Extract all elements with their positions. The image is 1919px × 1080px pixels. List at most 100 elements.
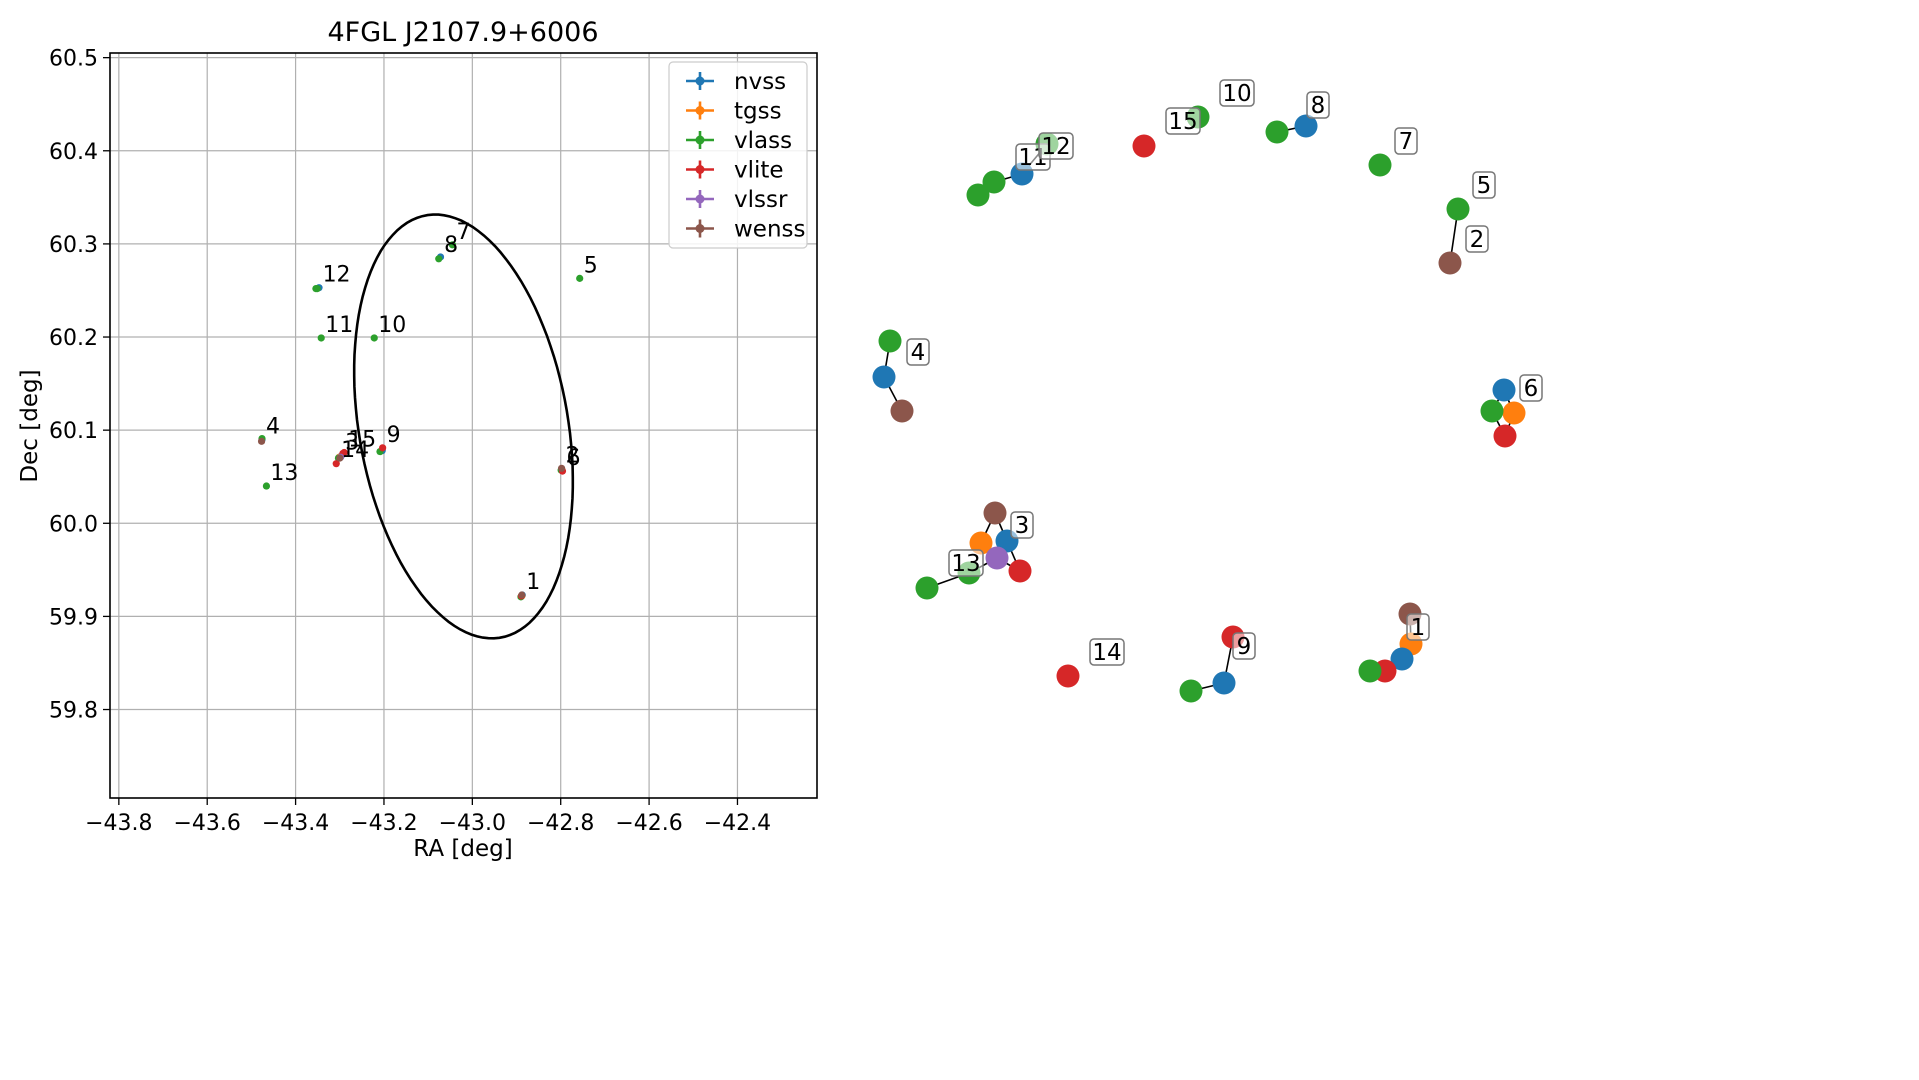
- legend-marker-wenss: [695, 224, 705, 233]
- sky-plot: 4FGL J2107.9+6006 123456789101112131415 …: [17, 17, 818, 862]
- graph-node: [966, 183, 990, 207]
- box-label: 4: [911, 340, 926, 366]
- box-label-frame: [1010, 511, 1034, 539]
- source-label: 13: [270, 461, 298, 486]
- point-vlite: [332, 460, 340, 468]
- x-tick-label: −42.6: [615, 811, 682, 836]
- x-tick-label: −43.2: [350, 811, 417, 836]
- box-label-frame: [1519, 374, 1543, 402]
- graph-node: [969, 531, 993, 555]
- graph-node: [1212, 671, 1236, 695]
- x-tick-label: −42.4: [704, 811, 771, 836]
- y-tick-label: 60.5: [49, 47, 98, 72]
- box-label: 9: [1237, 634, 1252, 660]
- legend-label-vlass: vlass: [734, 128, 792, 154]
- point-vlass: [435, 255, 443, 263]
- source-label: 2: [566, 443, 580, 468]
- point-vlass: [312, 285, 320, 293]
- source-label: 12: [323, 263, 351, 288]
- y-tick-label: 60.0: [49, 512, 98, 537]
- box-label: 10: [1222, 81, 1251, 107]
- graph-node: [1179, 679, 1203, 703]
- graph-node: [872, 365, 896, 389]
- point-vlass: [317, 334, 325, 342]
- source-label: 15: [348, 428, 376, 453]
- graph-node: [1493, 424, 1517, 448]
- box-label: 14: [1092, 640, 1121, 666]
- point-wenss: [557, 464, 566, 472]
- legend-marker-tgss: [695, 106, 705, 115]
- ticks-layer: −43.8 −43.6 −43.4 −43.2 −43.0 −42.8 −42.6 −42.4…: [49, 47, 771, 836]
- source-label: 5: [584, 253, 598, 278]
- x-tick-label: −43.0: [439, 811, 506, 836]
- legend-label-vlite: vlite: [734, 158, 784, 184]
- graph-node: [1480, 399, 1504, 423]
- y-axis-title: Dec [deg]: [17, 369, 43, 482]
- graph-node: [1502, 401, 1526, 425]
- box-label: 13: [951, 551, 980, 577]
- box-label: 7: [1399, 129, 1414, 155]
- graph-node: [878, 329, 902, 353]
- graph-node: [1492, 378, 1516, 402]
- box-label-frame: [1465, 225, 1489, 253]
- x-axis-title: RA [deg]: [413, 836, 512, 862]
- source-label: 9: [387, 423, 401, 448]
- box-label: 5: [1477, 173, 1492, 199]
- legend-label-nvss: nvss: [734, 69, 786, 95]
- source-label: 8: [444, 233, 458, 258]
- x-tick-label: −43.6: [174, 811, 241, 836]
- box-label-frame: [1165, 107, 1201, 135]
- y-tick-label: 60.4: [49, 140, 98, 165]
- point-vlass: [262, 482, 271, 490]
- nodes-layer: [872, 105, 1526, 703]
- graph-node: [1368, 153, 1392, 177]
- box-label: 12: [1041, 134, 1070, 160]
- box-label-frame: [1089, 638, 1125, 666]
- box-label: 8: [1311, 93, 1326, 119]
- graph-node: [1265, 120, 1289, 144]
- point-vlite: [379, 444, 387, 452]
- legend-label-tgss: tgss: [734, 99, 782, 125]
- x-tick-label: −42.8: [527, 811, 594, 836]
- y-tick-label: 59.9: [49, 605, 98, 630]
- graph-node: [1390, 647, 1414, 671]
- box-label: 1: [1411, 615, 1426, 641]
- box-label: 3: [1015, 513, 1030, 539]
- legend-label-vlssr: vlssr: [734, 187, 788, 213]
- point-wenss: [518, 591, 526, 599]
- plot-title: 4FGL J2107.9+6006: [327, 17, 598, 48]
- graph-node: [915, 576, 939, 600]
- source-label: 10: [378, 313, 406, 338]
- legend-marker-vlssr: [695, 194, 705, 204]
- edges-layer: [883, 125, 1515, 692]
- graph-node: [983, 501, 1007, 525]
- graph-node: [1056, 664, 1080, 688]
- x-tick-label: −43.8: [85, 811, 152, 836]
- box-label-frame: [1219, 79, 1255, 107]
- box-label-frame: [1394, 127, 1418, 155]
- box-label-frame: [1406, 613, 1430, 641]
- graph-node: [1294, 114, 1318, 138]
- error-ellipse: [352, 213, 575, 640]
- source-label: 6: [566, 446, 580, 471]
- box-label-frame: [1306, 91, 1330, 119]
- error-ellipse-layer: [352, 213, 575, 640]
- source-label: 4: [266, 414, 280, 439]
- legend: nvss tgss vlass vlite vlssr wenss: [668, 61, 808, 249]
- box-label-frame: [1038, 132, 1074, 160]
- y-tick-label: 59.8: [49, 699, 98, 724]
- source-label: 3: [345, 430, 359, 455]
- y-tick-label: 60.2: [49, 326, 98, 351]
- box-label: 2: [1470, 227, 1485, 253]
- source-label: 14: [341, 438, 369, 463]
- point-vlass: [576, 274, 584, 282]
- box-label-frame: [948, 549, 984, 577]
- point-vlass: [448, 241, 457, 249]
- point-wenss: [336, 454, 344, 462]
- graph-node: [1446, 197, 1470, 221]
- y-tick-label: 60.3: [49, 233, 98, 258]
